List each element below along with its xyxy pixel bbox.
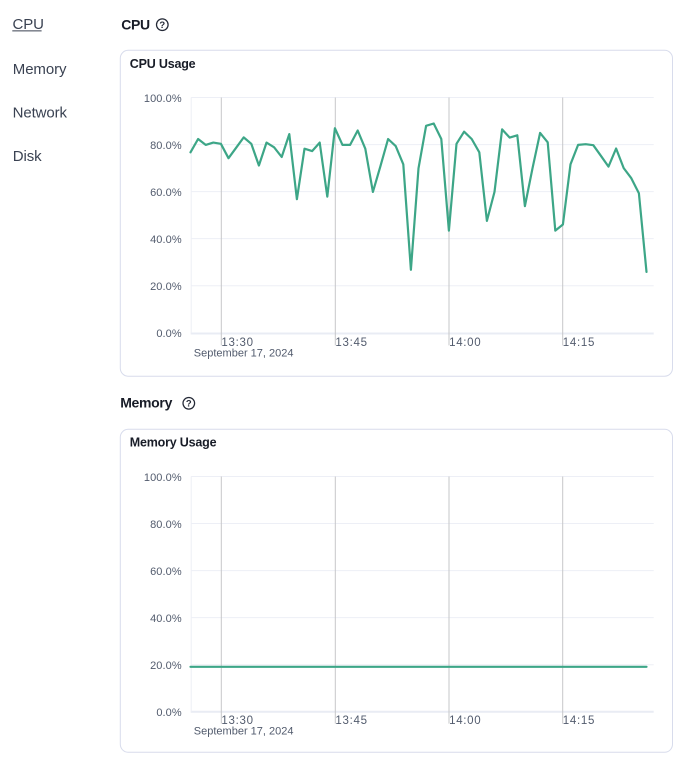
svg-text:40.0%: 40.0% bbox=[150, 613, 182, 625]
svg-text:?: ? bbox=[159, 20, 165, 31]
svg-text:100.0%: 100.0% bbox=[144, 472, 182, 484]
svg-text:14:00: 14:00 bbox=[449, 715, 481, 727]
svg-text:Memory: Memory bbox=[120, 394, 172, 410]
svg-text:13:30: 13:30 bbox=[221, 715, 253, 727]
svg-text:Network: Network bbox=[13, 104, 68, 121]
svg-text:September 17, 2024: September 17, 2024 bbox=[194, 726, 294, 738]
svg-text:Memory Usage: Memory Usage bbox=[130, 435, 217, 449]
svg-text:Memory: Memory bbox=[13, 61, 67, 78]
svg-text:0.0%: 0.0% bbox=[156, 707, 182, 719]
svg-text:CPU: CPU bbox=[13, 16, 44, 33]
svg-text:13:45: 13:45 bbox=[335, 337, 367, 349]
svg-text:14:15: 14:15 bbox=[563, 337, 595, 349]
svg-text:20.0%: 20.0% bbox=[150, 281, 182, 293]
svg-text:CPU Usage: CPU Usage bbox=[130, 57, 196, 71]
svg-text:60.0%: 60.0% bbox=[150, 187, 182, 199]
svg-text:?: ? bbox=[186, 399, 192, 410]
svg-text:80.0%: 80.0% bbox=[150, 519, 182, 531]
svg-text:CPU: CPU bbox=[121, 17, 150, 33]
svg-text:14:00: 14:00 bbox=[449, 337, 481, 349]
svg-text:Disk: Disk bbox=[13, 148, 42, 165]
svg-text:13:45: 13:45 bbox=[335, 715, 367, 727]
svg-text:60.0%: 60.0% bbox=[150, 566, 182, 578]
svg-text:14:15: 14:15 bbox=[563, 715, 595, 727]
svg-text:80.0%: 80.0% bbox=[150, 140, 182, 152]
svg-text:September 17, 2024: September 17, 2024 bbox=[194, 347, 294, 359]
svg-text:100.0%: 100.0% bbox=[144, 93, 182, 105]
svg-text:0.0%: 0.0% bbox=[156, 328, 182, 340]
svg-text:13:30: 13:30 bbox=[221, 337, 253, 349]
svg-text:40.0%: 40.0% bbox=[150, 234, 182, 246]
svg-text:20.0%: 20.0% bbox=[150, 660, 182, 672]
